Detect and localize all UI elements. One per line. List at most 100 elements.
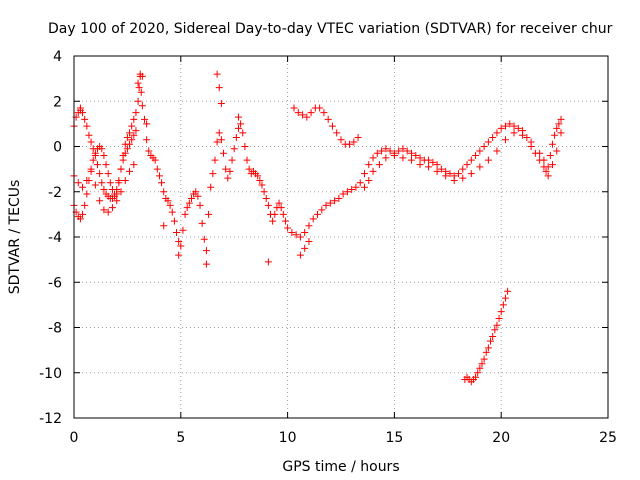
data-point (132, 127, 140, 135)
data-point (382, 154, 390, 162)
data-point (279, 210, 287, 218)
data-point (179, 226, 187, 234)
x-tick-label: 25 (599, 430, 617, 446)
data-point (373, 149, 381, 157)
data-point (382, 145, 390, 153)
data-point (472, 152, 480, 160)
y-tick-label: -10 (39, 366, 62, 382)
data-point (542, 167, 550, 175)
data-point (437, 165, 445, 173)
data-point (160, 222, 168, 230)
data-point (104, 170, 112, 178)
data-point (158, 179, 166, 187)
data-point (102, 161, 110, 169)
data-point (234, 113, 242, 121)
data-point (256, 176, 264, 184)
data-point (504, 287, 512, 295)
data-point (442, 172, 450, 180)
data-point (243, 156, 251, 164)
data-point (553, 124, 561, 132)
data-point (81, 115, 89, 123)
data-point (484, 156, 492, 164)
y-tick-label: 0 (53, 140, 62, 156)
data-point (425, 156, 433, 164)
data-point (151, 156, 159, 164)
data-point (514, 124, 522, 132)
data-point (476, 364, 484, 372)
data-point (117, 188, 125, 196)
data-point (98, 179, 106, 187)
data-point (487, 337, 495, 345)
data-point (446, 170, 454, 178)
data-point (74, 179, 82, 187)
data-point (87, 138, 95, 146)
data-point (337, 136, 345, 144)
data-point (536, 149, 544, 157)
data-point (126, 140, 134, 148)
data-point (288, 228, 296, 236)
data-point (153, 165, 161, 173)
data-point (407, 149, 415, 157)
data-point (173, 228, 181, 236)
data-point (497, 308, 505, 316)
data-point (113, 185, 121, 193)
data-point (194, 192, 202, 200)
data-point (378, 147, 386, 155)
data-point (365, 161, 373, 169)
data-point (140, 115, 148, 123)
data-point (213, 138, 221, 146)
data-point (123, 145, 131, 153)
data-series (70, 72, 565, 255)
data-point (553, 147, 561, 155)
data-point (135, 84, 143, 92)
data-point (318, 206, 326, 214)
data-point (482, 348, 490, 356)
data-point (134, 97, 142, 105)
chart-title: Day 100 of 2020, Sidereal Day-to-day VTE… (48, 21, 613, 37)
data-point (386, 147, 394, 155)
data-point (333, 129, 341, 137)
data-point (331, 197, 339, 205)
data-point (81, 201, 89, 209)
data-point (320, 109, 328, 117)
data-point (478, 360, 486, 368)
data-point (316, 104, 324, 112)
data-point (433, 167, 441, 175)
data-point (106, 179, 114, 187)
data-point (211, 156, 219, 164)
data-point (83, 176, 91, 184)
data-series (461, 287, 512, 386)
data-point (237, 120, 245, 128)
data-point (275, 199, 283, 207)
data-point (177, 242, 185, 250)
data-point (284, 224, 292, 232)
data-point (254, 172, 262, 180)
data-point (205, 210, 213, 218)
data-point (138, 102, 146, 110)
data-point (224, 174, 232, 182)
data-point (365, 176, 373, 184)
data-point (493, 321, 501, 329)
data-point (230, 145, 238, 153)
data-point (220, 149, 228, 157)
data-point (501, 122, 509, 130)
y-tick-label: -12 (39, 411, 62, 427)
data-point (489, 333, 497, 341)
data-point (328, 122, 336, 130)
data-point (264, 201, 272, 209)
data-point (433, 161, 441, 169)
data-point (546, 152, 554, 160)
data-point (292, 231, 300, 239)
data-point (495, 314, 503, 322)
data-point (277, 204, 285, 212)
data-point (399, 154, 407, 162)
data-point (301, 244, 309, 252)
data-point (463, 161, 471, 169)
data-point (239, 129, 247, 137)
data-point (296, 251, 304, 259)
data-point (523, 133, 531, 141)
data-point (232, 133, 240, 141)
data-point (309, 215, 317, 223)
data-point (459, 174, 467, 182)
